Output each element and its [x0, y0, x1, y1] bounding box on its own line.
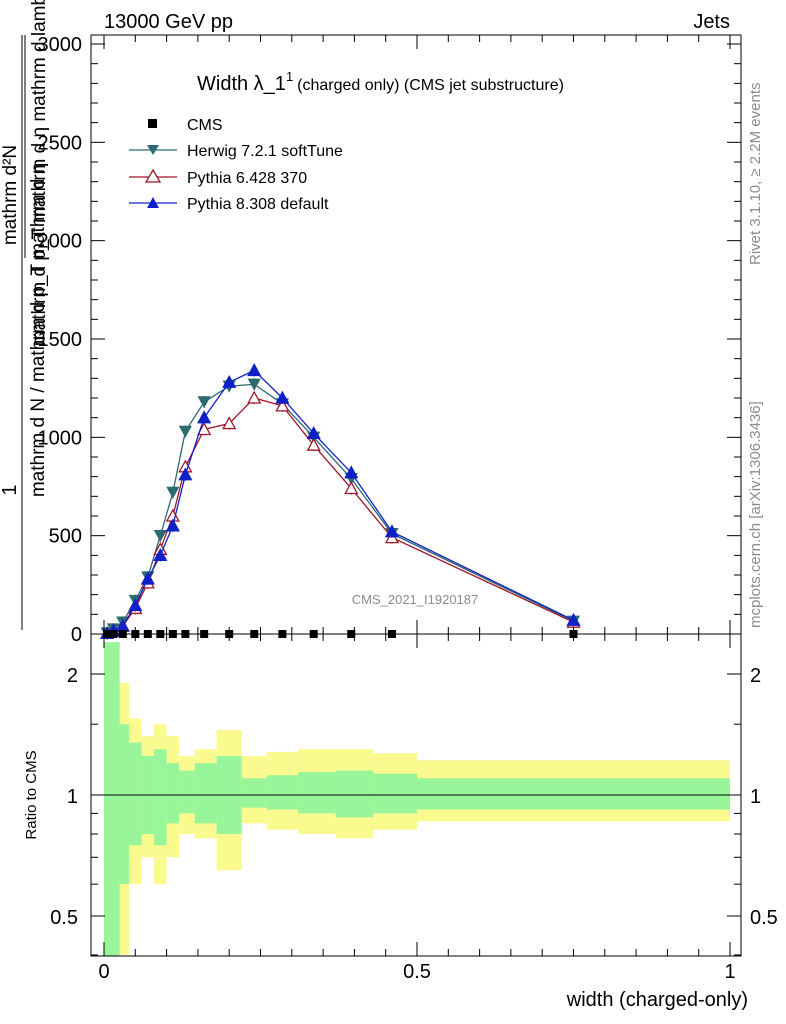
plot-title: Width λ_11 (charged only) (CMS jet substr… — [197, 69, 564, 95]
lower-axis-ticks: 0.5 0.5 1 1 2 2 — [50, 665, 778, 956]
ratio-band-stat — [241, 778, 267, 808]
legend-py6-marker — [144, 168, 162, 183]
lower-ytick-label-right: 2 — [750, 665, 761, 687]
rivet-label: Rivet 3.1.10, ≥ 2.2M events — [747, 83, 764, 266]
series-point-pythia8 — [140, 571, 155, 585]
series-point-herwig — [166, 486, 180, 499]
series-line-pythia8 — [106, 369, 574, 635]
ratio-band-stat — [179, 770, 195, 814]
series-line-pythia6 — [106, 397, 574, 635]
ratio-band-stat — [194, 763, 217, 824]
ratio-band-stat — [266, 775, 299, 810]
series-point-pythia8 — [384, 524, 400, 538]
legend-py8-label: Pythia 8.308 default — [187, 196, 329, 213]
series-point-pythia6 — [275, 398, 290, 412]
series-point-herwig — [247, 378, 261, 391]
upper-ytick-label: 0 — [71, 624, 82, 646]
header-right: Jets — [693, 11, 730, 33]
ratio-band-stat — [373, 773, 417, 814]
upper-data-layer — [100, 363, 581, 640]
series-point-pythia8 — [165, 518, 180, 532]
ratio-band-stat — [154, 749, 167, 846]
upper-ylabel-den: mathrm d N / mathrm d p_T mathrm d η — [28, 163, 49, 497]
legend-herwig-marker — [147, 145, 159, 155]
plot-title-main: Width λ_1 — [197, 73, 286, 95]
lower-ytick-label: 0.5 — [50, 907, 78, 929]
series-point-pythia8 — [222, 374, 237, 388]
ratio-band-stat — [129, 742, 142, 846]
x-axis-label: width (charged-only) — [566, 989, 748, 1011]
header-left: 13000 GeV pp — [104, 11, 233, 33]
series-point-pythia6 — [306, 437, 321, 451]
legend-cms-marker — [148, 119, 157, 128]
series-point-pythia8 — [153, 547, 168, 561]
upper-ylabel: 1 mathrm d N / mathrm d p_T mathrm d η m… — [0, 0, 50, 630]
series-point-pythia8 — [275, 390, 290, 404]
series-point-herwig — [153, 530, 167, 543]
upper-ytick-label: 3000 — [38, 34, 83, 56]
x-tick-label: 1 — [724, 961, 735, 983]
ratio-band-stat — [166, 763, 180, 824]
upper-ytick-label: 500 — [49, 526, 82, 548]
series-line-herwig — [106, 383, 574, 634]
upper-ylabel-num: 1 — [0, 484, 21, 495]
series-point-pythia8 — [128, 598, 143, 612]
upper-ytick-label: 1000 — [38, 427, 83, 449]
series-point-pythia8 — [178, 467, 193, 481]
upper-axis-ticks: 0 500 1000 1500 2000 2500 3000 — [38, 34, 741, 646]
series-point-pythia8 — [306, 426, 321, 440]
series-point-pythia6 — [222, 416, 237, 430]
plot-title-sup: 1 — [286, 69, 293, 84]
upper-ytick-label: 2000 — [38, 231, 83, 253]
legend-cms-label: CMS — [187, 117, 223, 134]
upper-ytick-label: 1500 — [38, 329, 83, 351]
legend-py6-label: Pythia 6.428 370 — [187, 170, 307, 187]
legend-herwig-label: Herwig 7.2.1 softTune — [187, 143, 343, 160]
ratio-band-stat — [417, 778, 730, 810]
lower-ytick-label-right: 1 — [750, 786, 761, 808]
upper-ylabel-frac-num: mathrm d²N — [0, 145, 21, 245]
ratio-bands — [104, 642, 730, 956]
x-tick-label: 0 — [98, 961, 109, 983]
x-tick-label: 0.5 — [403, 961, 431, 983]
lower-ytick-label: 1 — [67, 786, 78, 808]
series-point-herwig — [178, 425, 192, 438]
analysis-watermark: CMS_2021_I1920187 — [352, 592, 479, 607]
legend-py8-marker — [147, 197, 159, 208]
lower-ylabel: Ratio to CMS — [23, 750, 40, 839]
series-point-pythia6 — [344, 481, 359, 495]
legend: CMS Herwig 7.2.1 softTune Pythia 6.428 3… — [129, 117, 343, 213]
upper-ylabel-frac-den: mathrm d p_T mathrm d η mathrm d lambda — [29, 0, 50, 346]
series-point-pythia6 — [197, 422, 212, 436]
series-point-herwig — [197, 396, 211, 409]
x-axis-ticks: 0 0.5 1 — [98, 35, 736, 983]
ratio-band-stat — [104, 642, 120, 956]
ratio-band-stat — [335, 770, 374, 818]
series-point-pythia8 — [197, 410, 212, 424]
lower-ytick-label: 2 — [67, 665, 78, 687]
ratio-band-stat — [119, 724, 130, 885]
plot-title-sub: (charged only) (CMS jet substructure) — [297, 77, 564, 94]
ratio-band-stat — [298, 772, 336, 814]
lower-ytick-label-right: 0.5 — [750, 907, 778, 929]
series-point-pythia8 — [344, 465, 359, 479]
series-point-pythia8 — [247, 363, 262, 377]
upper-ytick-label: 2500 — [38, 132, 83, 154]
series-point-pythia8 — [566, 612, 581, 626]
series-point-pythia6 — [247, 390, 262, 404]
mcplots-label: mcplots.cern.ch [arXiv:1306.3436] — [747, 401, 764, 628]
